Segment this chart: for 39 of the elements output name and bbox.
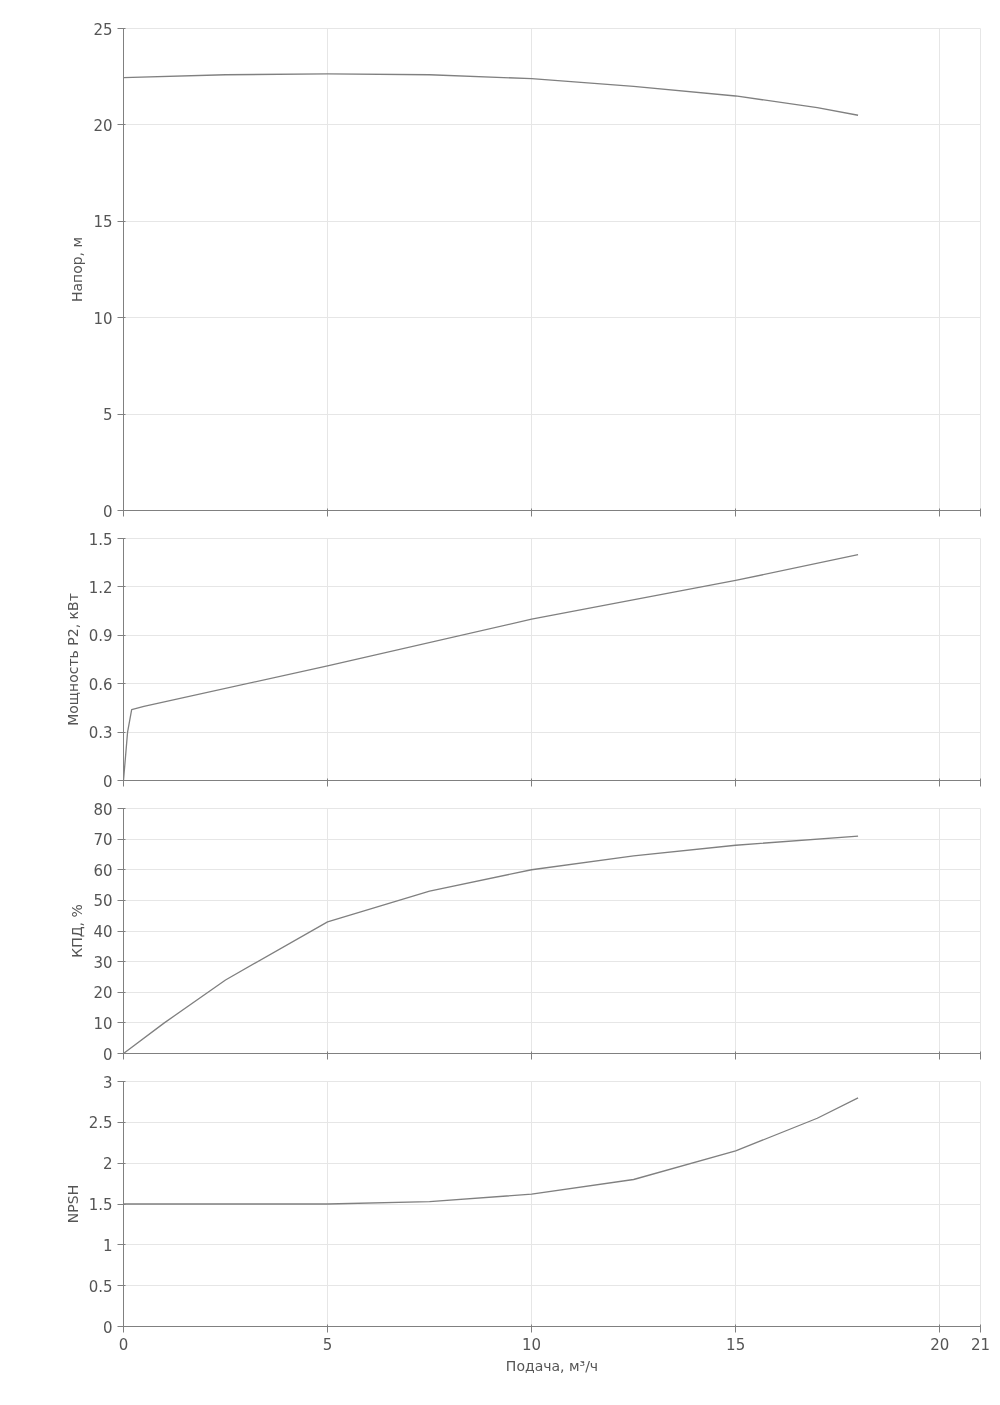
x-tick-label: 21: [970, 1335, 991, 1354]
y-tick-label: 1.2: [88, 578, 113, 597]
y-tick-label: 70: [93, 831, 113, 850]
y-axis-title: NPSH: [64, 1184, 81, 1224]
y-tick-label: 0: [102, 772, 113, 791]
x-tick-label: 0: [118, 1335, 129, 1354]
y-axis-title: Мощность Р2, кВт: [64, 593, 81, 726]
x-tick-label: 10: [522, 1335, 542, 1354]
x-axis-title: Подача, м³/ч: [505, 1357, 599, 1374]
y-tick-label: 80: [93, 800, 113, 819]
y-tick-label: 60: [93, 861, 113, 880]
y-tick-label: 25: [93, 20, 113, 39]
y-tick-label: 0: [102, 502, 113, 521]
y-tick-label: 10: [93, 1014, 113, 1033]
y-tick-label: 50: [93, 892, 113, 911]
y-tick-label: 0: [102, 1318, 113, 1337]
y-tick-label: 0: [102, 1045, 113, 1064]
y-tick-label: 1.5: [88, 530, 113, 549]
y-axis-title: КПД, %: [69, 904, 86, 958]
y-tick-label: 20: [93, 116, 113, 135]
x-tick-label: 5: [322, 1335, 333, 1354]
y-tick-label: 2: [102, 1155, 113, 1174]
y-tick-label: 0.3: [88, 724, 113, 743]
y-axis-title: Напор, м: [69, 236, 86, 303]
y-tick-label: 5: [102, 406, 113, 425]
y-tick-label: 2.5: [88, 1114, 113, 1133]
y-tick-label: 30: [93, 953, 113, 972]
y-tick-label: 1: [102, 1236, 113, 1255]
y-tick-label: 0.5: [88, 1277, 113, 1296]
y-tick-label: 10: [93, 309, 113, 328]
x-tick-label: 15: [726, 1335, 746, 1354]
y-tick-label: 20: [93, 984, 113, 1003]
y-tick-label: 0.9: [88, 627, 113, 646]
y-tick-label: 3: [102, 1073, 113, 1092]
y-tick-label: 1.5: [88, 1196, 113, 1214]
y-tick-label: 15: [93, 213, 113, 232]
y-tick-label: 40: [93, 923, 113, 941]
x-tick-label: 20: [930, 1335, 950, 1354]
y-tick-label: 0.6: [88, 675, 113, 694]
